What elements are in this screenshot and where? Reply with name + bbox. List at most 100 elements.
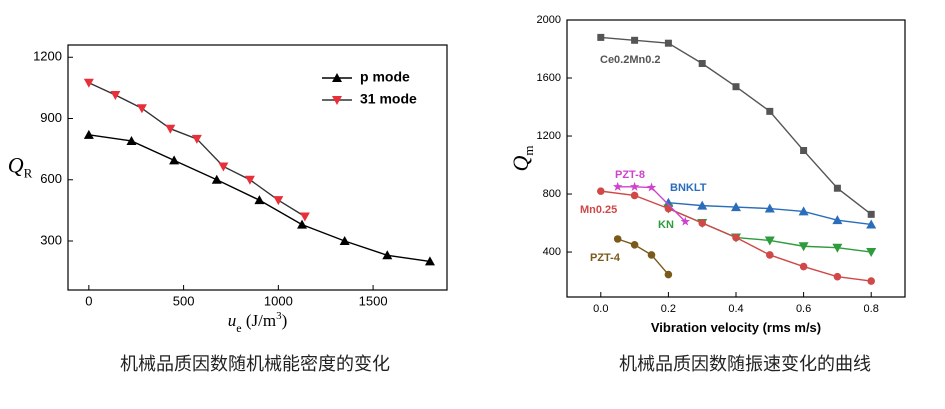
marker bbox=[630, 191, 639, 200]
marker bbox=[83, 78, 94, 88]
marker bbox=[126, 135, 137, 145]
marker bbox=[629, 181, 640, 191]
marker bbox=[680, 216, 691, 226]
marker bbox=[867, 210, 875, 218]
marker bbox=[612, 181, 623, 191]
y-tick-label: 300 bbox=[40, 232, 62, 247]
x-tick-label: 1000 bbox=[264, 293, 293, 308]
marker bbox=[110, 91, 121, 101]
marker bbox=[866, 248, 877, 258]
marker bbox=[631, 36, 639, 44]
marker bbox=[766, 107, 774, 115]
marker bbox=[663, 197, 674, 207]
marker bbox=[597, 187, 605, 195]
marker bbox=[339, 236, 350, 245]
marker bbox=[832, 215, 843, 225]
x-axis-label-part: ) bbox=[282, 311, 288, 330]
marker bbox=[664, 204, 673, 213]
y-axis-label-part: m bbox=[521, 145, 536, 155]
legend-marker bbox=[332, 73, 342, 82]
marker bbox=[866, 219, 877, 229]
marker bbox=[664, 39, 672, 47]
marker bbox=[867, 277, 875, 285]
marker bbox=[766, 251, 774, 259]
marker bbox=[382, 250, 393, 260]
y-tick-label: 400 bbox=[543, 246, 561, 258]
x-tick-label: 0.0 bbox=[593, 303, 608, 315]
series-label: BNKLT bbox=[670, 182, 707, 194]
marker bbox=[798, 242, 809, 252]
marker bbox=[664, 270, 673, 279]
marker bbox=[764, 203, 775, 213]
marker bbox=[647, 251, 656, 259]
marker bbox=[798, 206, 809, 216]
marker bbox=[254, 195, 265, 205]
marker bbox=[613, 235, 622, 243]
x-tick-label: 0.4 bbox=[728, 303, 743, 315]
y-axis-label: QR bbox=[8, 153, 33, 181]
marker bbox=[136, 104, 147, 114]
series-label: PZT-4 bbox=[590, 252, 621, 264]
plot-frame bbox=[67, 44, 448, 291]
chart: 0.0 0.2 0.4 0.6 0.8 400 800 1200 1600 2000 Vibrati… bbox=[508, 14, 906, 375]
series-label: Mn0.25 bbox=[580, 204, 617, 216]
y-axis-label: Qm bbox=[508, 145, 536, 171]
y-axis-label-part: R bbox=[24, 166, 33, 181]
y-tick-label: 800 bbox=[543, 188, 561, 200]
marker bbox=[191, 134, 202, 144]
x-tick-label: 0 bbox=[85, 293, 92, 308]
x-tick-label: 500 bbox=[173, 293, 195, 308]
marker bbox=[424, 256, 435, 266]
marker bbox=[299, 212, 310, 222]
legend-marker bbox=[332, 96, 342, 105]
legend-label: p mode bbox=[360, 69, 410, 85]
marker bbox=[764, 236, 775, 246]
x-axis-label: Vibration velocity (rms m/s) bbox=[651, 320, 821, 335]
marker bbox=[832, 243, 843, 253]
y-tick-label: 1200 bbox=[537, 130, 561, 142]
marker bbox=[83, 129, 94, 139]
series-line bbox=[617, 238, 669, 275]
x-tick-label: 0.2 bbox=[661, 303, 676, 315]
y-axis-label-part: Q bbox=[508, 156, 533, 172]
y-tick-label: 1200 bbox=[33, 49, 62, 64]
marker bbox=[833, 272, 842, 281]
x-axis-label-part: 3 bbox=[276, 310, 282, 322]
marker bbox=[218, 162, 229, 172]
marker bbox=[273, 196, 284, 206]
series-line bbox=[617, 186, 686, 223]
caption: 机械品质因数随机械能密度的变化 bbox=[120, 354, 390, 375]
y-tick-label: 1600 bbox=[537, 72, 561, 84]
series-label: PZT-8 bbox=[615, 169, 645, 181]
marker bbox=[799, 262, 808, 271]
y-axis-label-part: Q bbox=[8, 153, 24, 178]
marker bbox=[698, 219, 706, 227]
marker bbox=[697, 200, 708, 210]
y-tick-label: 600 bbox=[40, 171, 62, 186]
x-axis-label-part: (J/m bbox=[242, 311, 276, 330]
x-axis-label-part: Vibration velocity (rms m/s) bbox=[651, 320, 821, 335]
caption: 机械品质因数随振速变化的曲线 bbox=[619, 354, 871, 375]
marker bbox=[169, 155, 180, 165]
marker bbox=[800, 147, 808, 155]
x-axis-label: ue (J/m3) bbox=[228, 310, 287, 335]
marker bbox=[597, 33, 605, 41]
marker bbox=[630, 240, 639, 249]
y-tick-label: 900 bbox=[40, 110, 62, 125]
marker bbox=[732, 233, 740, 242]
x-tick-label: 0.8 bbox=[864, 303, 879, 315]
marker bbox=[165, 124, 176, 134]
series-label: Ce0.2Mn0.2 bbox=[600, 54, 661, 66]
y-tick-label: 2000 bbox=[537, 14, 561, 26]
marker bbox=[833, 184, 841, 192]
marker bbox=[244, 175, 255, 185]
marker bbox=[211, 174, 222, 184]
series-label: KN bbox=[658, 219, 674, 231]
legend-label: 31 mode bbox=[360, 91, 417, 107]
marker bbox=[731, 202, 741, 212]
marker bbox=[297, 219, 308, 229]
x-tick-label: 1500 bbox=[359, 293, 388, 308]
x-axis-label-part: e bbox=[236, 321, 241, 335]
